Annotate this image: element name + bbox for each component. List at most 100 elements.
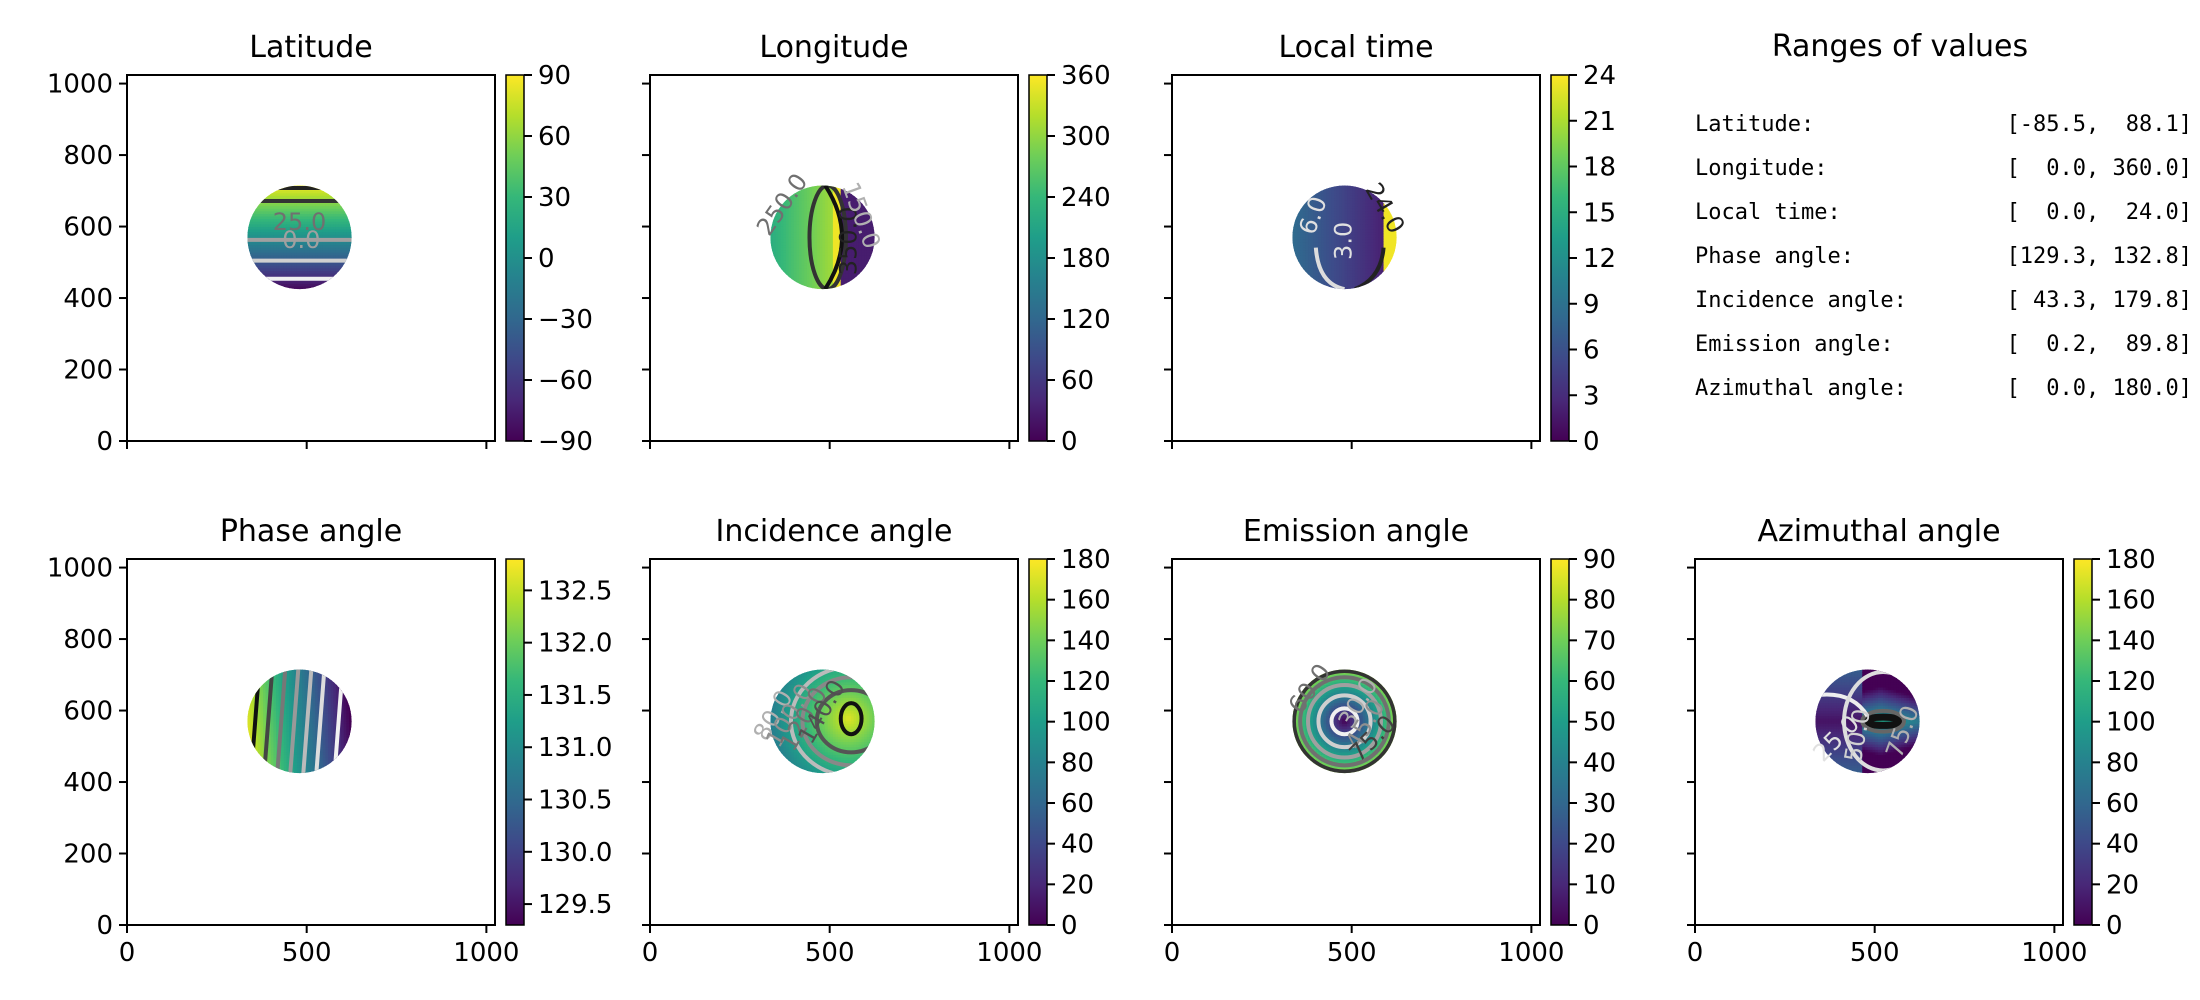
disk-pixel	[349, 258, 352, 262]
disk-pixel	[1357, 242, 1362, 247]
disk-pixel	[291, 206, 296, 210]
disk-pixel	[775, 234, 780, 239]
disk-pixel	[1318, 203, 1323, 208]
disk-pixel	[861, 252, 866, 257]
disk-pixel	[286, 252, 291, 257]
disk-pixel	[263, 690, 267, 694]
disk-pixel	[276, 268, 280, 272]
disk-pixel	[791, 263, 795, 267]
disk-pixel	[848, 278, 853, 283]
disk-pixel	[325, 234, 330, 239]
disk-pixel	[349, 252, 352, 257]
disk-pixel	[866, 229, 871, 234]
disk-pixel	[260, 687, 265, 692]
disk-pixel	[853, 224, 858, 228]
disk-pixel	[856, 226, 860, 231]
disk-pixel	[317, 265, 322, 270]
disk-pixel	[1386, 229, 1390, 234]
disk-pixel	[812, 226, 816, 231]
disk-pixel	[1347, 203, 1351, 208]
disk-pixel	[286, 767, 291, 772]
disk-pixel	[268, 224, 272, 228]
disk-pixel	[1331, 232, 1336, 236]
disk-pixel	[1334, 195, 1338, 200]
disk-pixel	[851, 229, 855, 234]
disk-pixel	[273, 221, 278, 226]
disk-pixel	[1367, 283, 1372, 288]
disk-pixel	[845, 195, 850, 200]
disk-pixel	[273, 268, 278, 272]
disk-pixel	[260, 216, 265, 221]
disk-pixel	[270, 767, 275, 772]
disk-pixel	[1321, 278, 1325, 283]
contour-line	[1313, 247, 1346, 290]
disk-pixel	[1310, 234, 1315, 239]
disk-pixel	[278, 690, 283, 694]
disk-pixel	[1300, 216, 1304, 221]
disk-pixel	[260, 252, 265, 257]
disk-pixel	[825, 242, 829, 247]
disk-pixel	[778, 250, 782, 254]
disk-pixel	[851, 270, 855, 275]
disk-pixel	[856, 234, 860, 239]
disk-pixel	[1365, 247, 1369, 252]
disk-pixel	[291, 224, 296, 228]
disk-pixel	[1357, 252, 1362, 257]
disk-pixel	[804, 242, 808, 247]
disk-pixel	[1341, 203, 1346, 208]
disk-pixel	[772, 242, 777, 247]
disk-pixel	[1386, 234, 1390, 239]
disk-pixel	[273, 242, 278, 247]
disk-pixel	[325, 193, 330, 197]
disk-pixel	[294, 190, 298, 195]
disk-pixel	[1305, 216, 1310, 221]
disk-pixel	[273, 213, 278, 218]
disk-pixel	[1386, 247, 1390, 252]
disk-pixel	[1354, 219, 1359, 223]
disk-pixel	[322, 226, 327, 231]
disk-pixel	[330, 252, 335, 257]
disk-pixel	[799, 213, 803, 218]
disk-pixel	[1347, 190, 1351, 195]
disk-pixel	[257, 247, 262, 252]
disk-pixel	[1305, 211, 1310, 215]
disk-pixel	[775, 242, 780, 247]
disk-pixel	[263, 263, 267, 267]
disk-pixel	[276, 723, 280, 728]
disk-pixel	[1305, 203, 1310, 208]
disk-pixel	[1336, 260, 1341, 265]
colorbar-tick-label: 0	[1583, 427, 1600, 457]
disk-pixel	[320, 206, 324, 210]
disk-pixel	[775, 255, 780, 259]
disk-pixel	[309, 245, 314, 249]
disk-pixel	[249, 263, 254, 267]
disk-pixel	[278, 762, 283, 767]
disk-pixel	[257, 255, 262, 259]
disk-pixel	[294, 770, 298, 774]
disk-pixel	[830, 206, 834, 210]
disk-pixel	[1365, 286, 1369, 290]
disk-pixel	[317, 232, 322, 236]
disk-pixel	[260, 679, 265, 684]
disk-pixel	[788, 258, 793, 262]
disk-pixel	[291, 700, 296, 705]
disk-pixel	[335, 213, 340, 218]
disk-pixel	[273, 692, 278, 697]
disk-pixel	[249, 723, 254, 728]
disk-pixel	[260, 697, 265, 702]
disk-pixel	[257, 682, 262, 686]
disk-pixel	[1380, 213, 1385, 218]
disk-pixel	[799, 221, 803, 226]
disk-pixel	[793, 283, 798, 288]
disk-pixel	[793, 193, 798, 197]
disk-pixel	[294, 255, 298, 259]
disk-pixel	[1391, 237, 1396, 241]
disk-pixel	[281, 760, 285, 764]
disk-pixel	[1349, 286, 1354, 290]
disk-pixel	[851, 219, 855, 223]
disk-pixel	[1331, 242, 1336, 247]
disk-pixel	[1362, 213, 1367, 218]
disk-pixel	[786, 239, 790, 244]
disk-pixel	[1328, 283, 1333, 288]
